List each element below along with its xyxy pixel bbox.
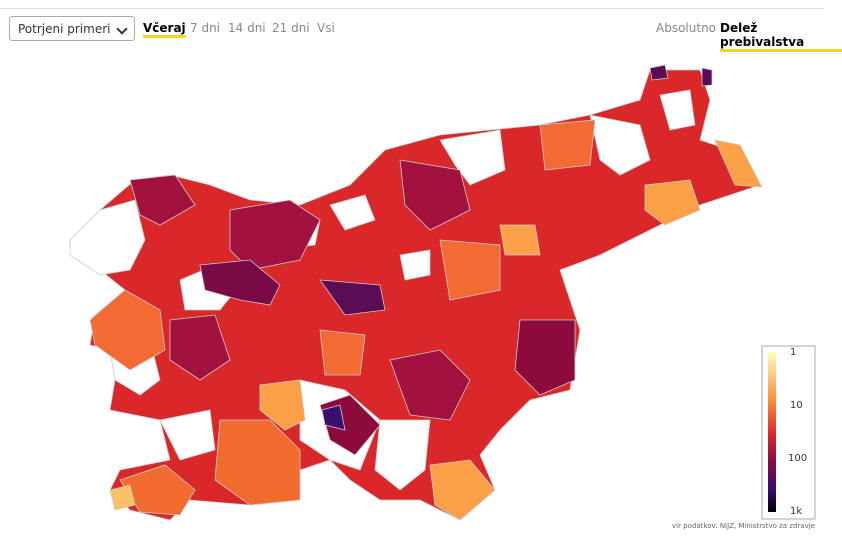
toggle[interactable]: Delež prebivalstva bbox=[720, 21, 842, 52]
legend-tick: 1k bbox=[790, 506, 802, 517]
legend-scale bbox=[768, 352, 776, 512]
source: vir podatkov: NIJZ, Ministrstvo za zdrav… bbox=[672, 522, 815, 530]
legend-tick: 1 bbox=[790, 347, 796, 358]
divider bbox=[0, 8, 824, 9]
metric-select[interactable]: Potrjeni primeri bbox=[9, 16, 135, 41]
tab[interactable]: 21 dni bbox=[272, 21, 310, 35]
toggle[interactable]: Absolutno bbox=[656, 21, 717, 35]
legend-tick: 100 bbox=[788, 453, 807, 464]
municipalities bbox=[69, 64, 763, 521]
tab[interactable]: Včeraj bbox=[143, 21, 186, 38]
tab[interactable]: Vsi bbox=[317, 21, 335, 35]
tab[interactable]: 14 dni bbox=[228, 21, 266, 35]
legend-tick: 10 bbox=[790, 400, 803, 411]
tab[interactable]: 7 dni bbox=[190, 21, 221, 35]
